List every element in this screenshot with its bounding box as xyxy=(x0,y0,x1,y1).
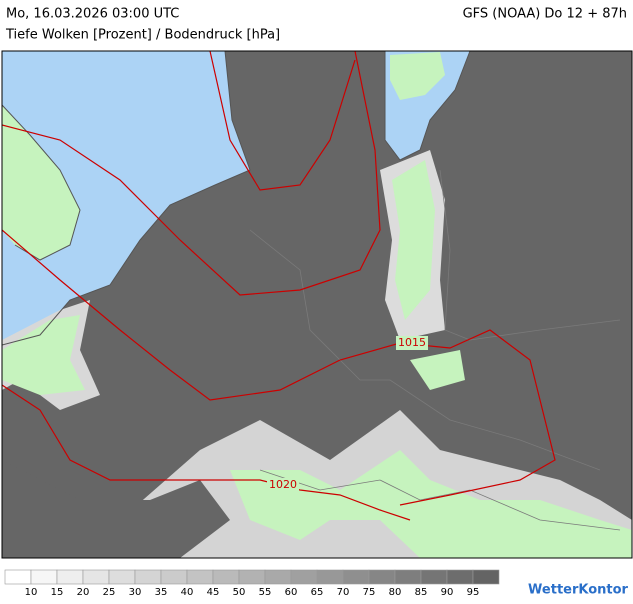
legend-label: 30 xyxy=(129,587,142,598)
legend-label: 35 xyxy=(155,587,168,598)
legend-swatch xyxy=(108,569,136,585)
legend-label: 55 xyxy=(259,587,272,598)
legend-swatch xyxy=(316,569,344,585)
legend-label: 40 xyxy=(181,587,194,598)
legend-label: 50 xyxy=(233,587,246,598)
legend-label: 90 xyxy=(441,587,454,598)
legend-label: 95 xyxy=(467,587,480,598)
north-sea xyxy=(2,51,250,345)
isobar-label-bg xyxy=(396,336,428,350)
legend-label: 85 xyxy=(415,587,428,598)
legend-swatch xyxy=(4,569,32,585)
land-alps xyxy=(230,450,632,558)
logo: WetterKontor xyxy=(528,583,629,598)
legend: 10 15 20 25 30 35 40 45 50 55 60 65 70 75 80 85 90 95 xyxy=(4,569,500,598)
map: 1015 1020 xyxy=(2,51,632,558)
legend-label: 70 xyxy=(337,587,350,598)
model-run: GFS (NOAA) Do 12 + 87h xyxy=(463,7,627,22)
legend-swatch xyxy=(56,569,84,585)
isobar-label-bg xyxy=(267,478,299,492)
forecast-time: Mo, 16.03.2026 03:00 UTC xyxy=(6,7,179,22)
map-frame xyxy=(1,50,633,559)
legend-swatch xyxy=(134,569,162,585)
legend-swatch xyxy=(212,569,240,585)
legend-swatch xyxy=(290,569,318,585)
legend-swatch xyxy=(160,569,188,585)
legend-swatch xyxy=(472,569,500,585)
legend-label: 15 xyxy=(51,587,64,598)
legend-label: 60 xyxy=(285,587,298,598)
legend-swatch xyxy=(368,569,396,585)
legend-label: 20 xyxy=(77,587,90,598)
legend-label: 80 xyxy=(389,587,402,598)
legend-swatch xyxy=(264,569,292,585)
land-germany xyxy=(392,160,435,320)
legend-swatch xyxy=(30,569,58,585)
legend-label: 65 xyxy=(311,587,324,598)
legend-swatch xyxy=(342,569,370,585)
isobar-label: 1015 xyxy=(398,336,426,349)
legend-swatch xyxy=(446,569,474,585)
legend-swatch xyxy=(238,569,266,585)
isobar-label: 1020 xyxy=(269,478,297,491)
land-denmark xyxy=(390,52,445,100)
land-czechia xyxy=(410,350,465,390)
legend-label: 10 xyxy=(25,587,38,598)
legend-swatch xyxy=(186,569,214,585)
legend-swatch xyxy=(394,569,422,585)
cloud-cover xyxy=(2,460,230,558)
legend-swatch xyxy=(82,569,110,585)
land-france xyxy=(2,315,85,395)
legend-label: 45 xyxy=(207,587,220,598)
legend-swatch xyxy=(420,569,448,585)
land-uk xyxy=(2,105,80,260)
legend-label: 75 xyxy=(363,587,376,598)
legend-label: 25 xyxy=(103,587,116,598)
map-subtitle: Tiefe Wolken [Prozent] / Bodendruck [hPa… xyxy=(5,28,280,43)
